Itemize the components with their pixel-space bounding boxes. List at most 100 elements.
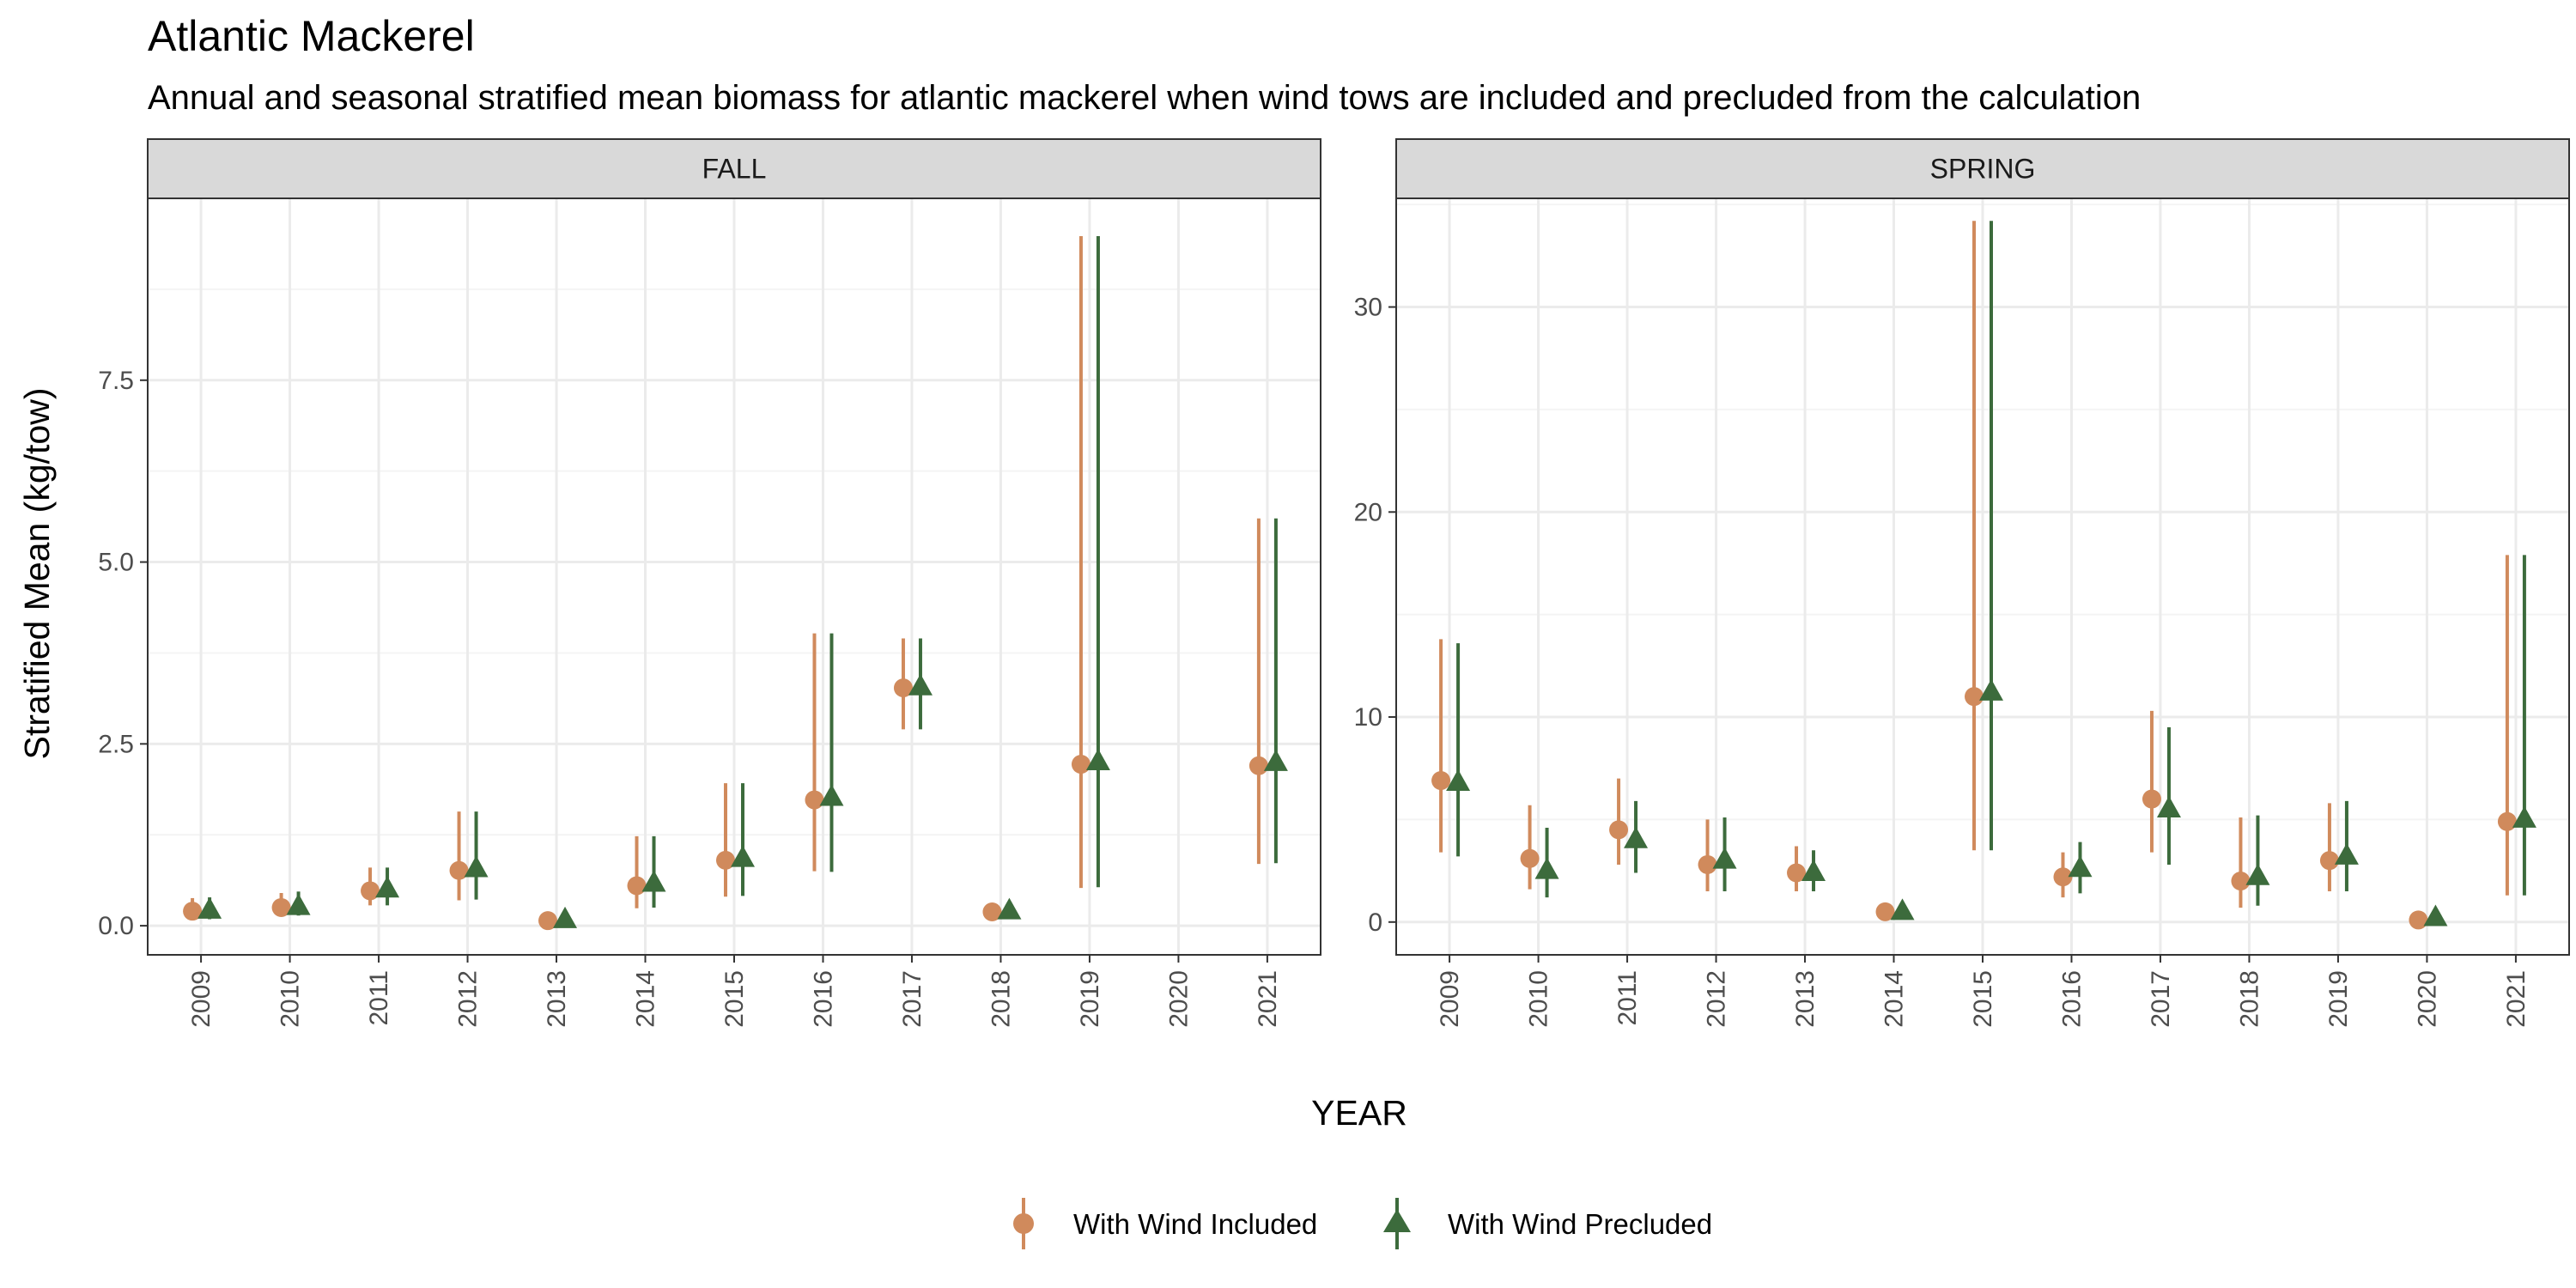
point-precluded: [1534, 857, 1559, 879]
x-tick-label: 2009: [187, 970, 216, 1028]
point-precluded: [375, 876, 400, 898]
point-included: [2319, 851, 2339, 871]
x-tick-label: 2020: [1164, 970, 1193, 1028]
point-included: [982, 902, 1002, 922]
x-tick-label: 2015: [720, 970, 749, 1028]
point-included: [805, 790, 824, 810]
point-included: [1249, 756, 1268, 775]
y-tick-label: 20: [1354, 498, 1382, 526]
point-included: [1431, 771, 1451, 791]
x-tick-label: 2011: [365, 970, 393, 1026]
x-tick-label: 2011: [1613, 970, 1642, 1026]
point-included: [1965, 687, 1984, 707]
point-precluded: [2068, 855, 2093, 878]
x-tick-label: 2017: [898, 970, 927, 1028]
x-tick-label: 2014: [632, 970, 660, 1028]
x-tick-label: 2019: [2324, 970, 2353, 1028]
point-included: [893, 678, 913, 698]
x-tick-label: 2017: [2147, 970, 2175, 1028]
point-included: [627, 876, 647, 896]
x-tick-label: 2021: [2502, 970, 2530, 1028]
point-precluded: [1801, 859, 1826, 881]
facet-strip: [147, 138, 1321, 199]
legend-entry-included: With Wind Included: [1013, 1198, 1317, 1249]
facet-strip-label: FALL: [702, 154, 767, 185]
point-precluded: [1446, 769, 1471, 791]
y-tick-label: 7.5: [98, 367, 134, 395]
point-included: [1787, 863, 1807, 883]
y-tick-label: 2.5: [98, 730, 134, 758]
x-tick-label: 2018: [987, 970, 1015, 1028]
point-included: [271, 897, 291, 917]
point-precluded: [997, 897, 1022, 920]
point-included: [1520, 848, 1540, 868]
point-precluded: [2423, 904, 2448, 927]
x-tick-label: 2010: [1525, 970, 1553, 1028]
y-tick-label: 0.0: [98, 912, 134, 940]
point-precluded: [641, 870, 666, 892]
point-precluded: [1624, 826, 1649, 848]
legend-key-circle: [1013, 1213, 1034, 1234]
facet-panel-spring: 0 10 20 30 2009 2010 2011 2012 2013 2014 2015 2016 2…: [1354, 138, 2570, 1028]
legend: With Wind Included With Wind Precluded: [1013, 1198, 1712, 1249]
facet-strip-label: SPRING: [1930, 154, 2036, 185]
point-included: [183, 902, 203, 921]
y-tick-label: 5.0: [98, 549, 134, 577]
legend-key-triangle: [1383, 1209, 1411, 1232]
y-tick-label: 30: [1354, 294, 1382, 322]
y-tick-label: 10: [1354, 703, 1382, 732]
x-tick-label: 2021: [1254, 970, 1282, 1028]
chart-title: Atlantic Mackerel: [148, 12, 475, 60]
point-precluded: [464, 855, 489, 878]
x-tick-label: 2015: [1969, 970, 1997, 1028]
point-included: [1071, 755, 1091, 775]
point-precluded: [2512, 805, 2537, 828]
point-included: [2053, 867, 2073, 887]
point-included: [449, 860, 469, 880]
point-precluded: [1085, 749, 1110, 771]
point-included: [361, 881, 380, 901]
x-tick-label: 2014: [1880, 970, 1909, 1028]
x-tick-label: 2012: [1703, 970, 1731, 1028]
x-tick-label: 2016: [809, 970, 837, 1028]
point-precluded: [553, 906, 578, 928]
point-precluded: [819, 784, 844, 806]
x-tick-label: 2009: [1436, 970, 1464, 1028]
point-precluded: [1712, 847, 1737, 869]
x-tick-label: 2012: [454, 970, 483, 1028]
point-included: [1609, 820, 1629, 840]
point-included: [2409, 910, 2428, 930]
point-precluded: [2334, 842, 2359, 865]
point-precluded: [2245, 863, 2270, 885]
facet-panel-fall: 0.0 2.5 5.0 7.5 2009 2010 2011 2012 2013 2014 2015…: [98, 138, 1321, 1028]
point-included: [2497, 811, 2517, 831]
point-precluded: [197, 896, 222, 919]
x-axis-title: YEAR: [1311, 1093, 1407, 1133]
point-precluded: [1890, 898, 1915, 920]
point-included: [2231, 872, 2251, 891]
x-tick-label: 2020: [2413, 970, 2441, 1028]
point-included: [1875, 902, 1895, 921]
point-precluded: [731, 845, 755, 867]
legend-label: With Wind Included: [1073, 1208, 1317, 1240]
point-included: [2142, 789, 2161, 809]
y-axis-title: Stratified Mean (kg/tow): [17, 388, 57, 760]
x-tick-label: 2019: [1076, 970, 1104, 1028]
point-precluded: [286, 893, 311, 915]
x-tick-label: 2010: [276, 970, 305, 1028]
point-included: [538, 911, 558, 931]
x-tick-label: 2013: [1791, 970, 1820, 1028]
legend-entry-precluded: With Wind Precluded: [1383, 1198, 1712, 1249]
point-precluded: [908, 673, 933, 696]
x-tick-label: 2016: [2057, 970, 2086, 1028]
y-tick-label: 0: [1368, 908, 1382, 937]
point-precluded: [2156, 795, 2181, 817]
legend-label: With Wind Precluded: [1448, 1208, 1712, 1240]
facet-strip: [1395, 138, 2570, 199]
point-precluded: [1979, 678, 2003, 701]
point-precluded: [1263, 749, 1288, 771]
x-tick-label: 2013: [543, 970, 571, 1028]
point-included: [716, 850, 735, 870]
